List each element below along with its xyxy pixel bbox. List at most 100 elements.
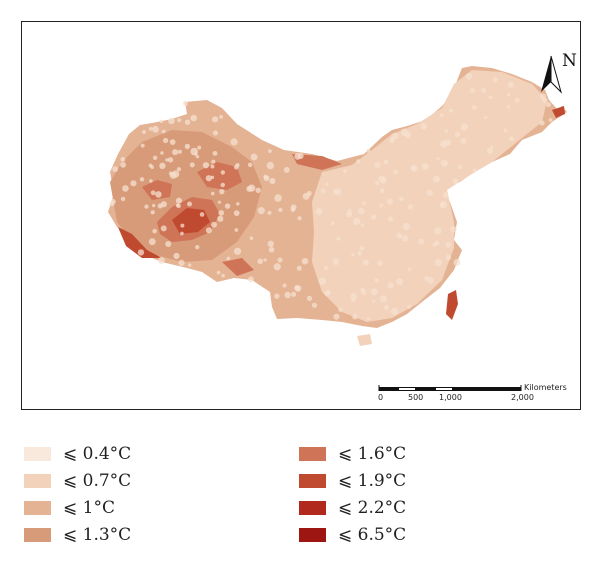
speckle	[359, 245, 365, 251]
north-label: N	[562, 51, 577, 71]
speckle	[366, 317, 371, 321]
legend-item: ⩽ 1°C	[24, 494, 174, 521]
speckle	[506, 105, 511, 109]
speckle	[424, 275, 430, 282]
speckle	[352, 217, 361, 226]
speckle	[188, 263, 192, 267]
speckle	[401, 235, 409, 242]
speckle	[211, 116, 219, 123]
speckle	[325, 182, 329, 186]
speckle	[356, 159, 361, 164]
legend-item: ⩽ 6.5°C	[299, 521, 449, 548]
speckle	[434, 227, 442, 235]
legend-label: ⩽ 1.6°C	[338, 443, 407, 464]
speckle	[168, 117, 175, 125]
speckle	[283, 167, 290, 173]
speckle	[297, 216, 302, 221]
speckle	[137, 249, 145, 256]
speckle	[442, 192, 449, 198]
speckle	[440, 159, 449, 167]
speckle	[221, 273, 225, 278]
speckle	[152, 155, 158, 161]
speckle	[439, 113, 444, 118]
speckle	[190, 147, 199, 156]
speckle	[197, 145, 202, 150]
speckle	[386, 198, 394, 205]
speckle	[542, 97, 548, 103]
speckle	[434, 258, 443, 267]
speckle	[267, 240, 274, 248]
speckle	[199, 212, 205, 217]
speckle	[212, 150, 218, 156]
speckle	[410, 165, 416, 171]
legend-label: ⩽ 1°C	[63, 497, 115, 518]
speckle	[383, 305, 389, 311]
speckle	[220, 182, 226, 188]
speckle	[366, 148, 371, 153]
speckle	[120, 156, 126, 162]
speckle	[296, 265, 302, 271]
speckle	[160, 225, 167, 232]
speckle	[173, 252, 180, 260]
speckle	[160, 151, 164, 155]
speckle	[122, 185, 129, 192]
northeast-tip	[552, 106, 565, 118]
speckle	[453, 259, 461, 266]
speckle	[273, 263, 281, 271]
speckle	[268, 149, 272, 153]
speckle	[282, 283, 287, 288]
speckle	[165, 240, 172, 248]
speckle	[219, 114, 224, 119]
speckle	[212, 130, 219, 136]
speckle	[445, 242, 452, 248]
speckle	[202, 162, 210, 169]
speckle	[161, 129, 166, 134]
speckle	[332, 258, 340, 266]
speckle	[351, 252, 355, 257]
speckle	[432, 175, 440, 183]
speckle	[257, 207, 265, 215]
speckle	[330, 221, 335, 226]
speckle	[205, 227, 212, 234]
speckle	[175, 197, 183, 204]
legend-item: ⩽ 1.9°C	[299, 467, 449, 494]
speckle	[190, 114, 197, 122]
china-temperature-map	[108, 55, 567, 391]
speckle	[481, 88, 487, 94]
speckle	[377, 260, 383, 267]
speckle	[350, 292, 358, 300]
speckle	[210, 191, 215, 196]
speckle	[448, 108, 454, 113]
speckle	[306, 295, 313, 301]
speckle	[396, 278, 404, 286]
speckle	[184, 119, 191, 125]
speckle	[263, 175, 270, 182]
speckle	[230, 138, 238, 146]
speckle	[110, 199, 116, 204]
speckle	[290, 204, 297, 211]
legend-label: ⩽ 6.5°C	[338, 524, 407, 545]
legend-label: ⩽ 1.9°C	[338, 470, 407, 491]
speckle	[144, 204, 149, 209]
speckle	[545, 102, 552, 108]
speckle	[152, 125, 159, 133]
speckle	[444, 128, 449, 133]
scale-unit: Kilometers	[524, 383, 567, 392]
speckle	[407, 204, 414, 210]
speckle	[320, 188, 326, 194]
speckle	[379, 295, 388, 303]
speckle	[266, 161, 275, 170]
speckle	[407, 304, 412, 309]
legend-swatch	[24, 527, 51, 542]
legend-swatch	[24, 446, 51, 461]
speckle	[362, 201, 367, 206]
speckle	[148, 238, 156, 246]
speckle	[465, 72, 473, 80]
speckle	[205, 175, 212, 182]
speckle	[152, 228, 157, 234]
legend-swatch	[299, 500, 326, 515]
speckle	[177, 118, 182, 123]
speckle	[398, 196, 404, 202]
speckle	[351, 297, 356, 302]
legend-swatch	[24, 500, 51, 515]
